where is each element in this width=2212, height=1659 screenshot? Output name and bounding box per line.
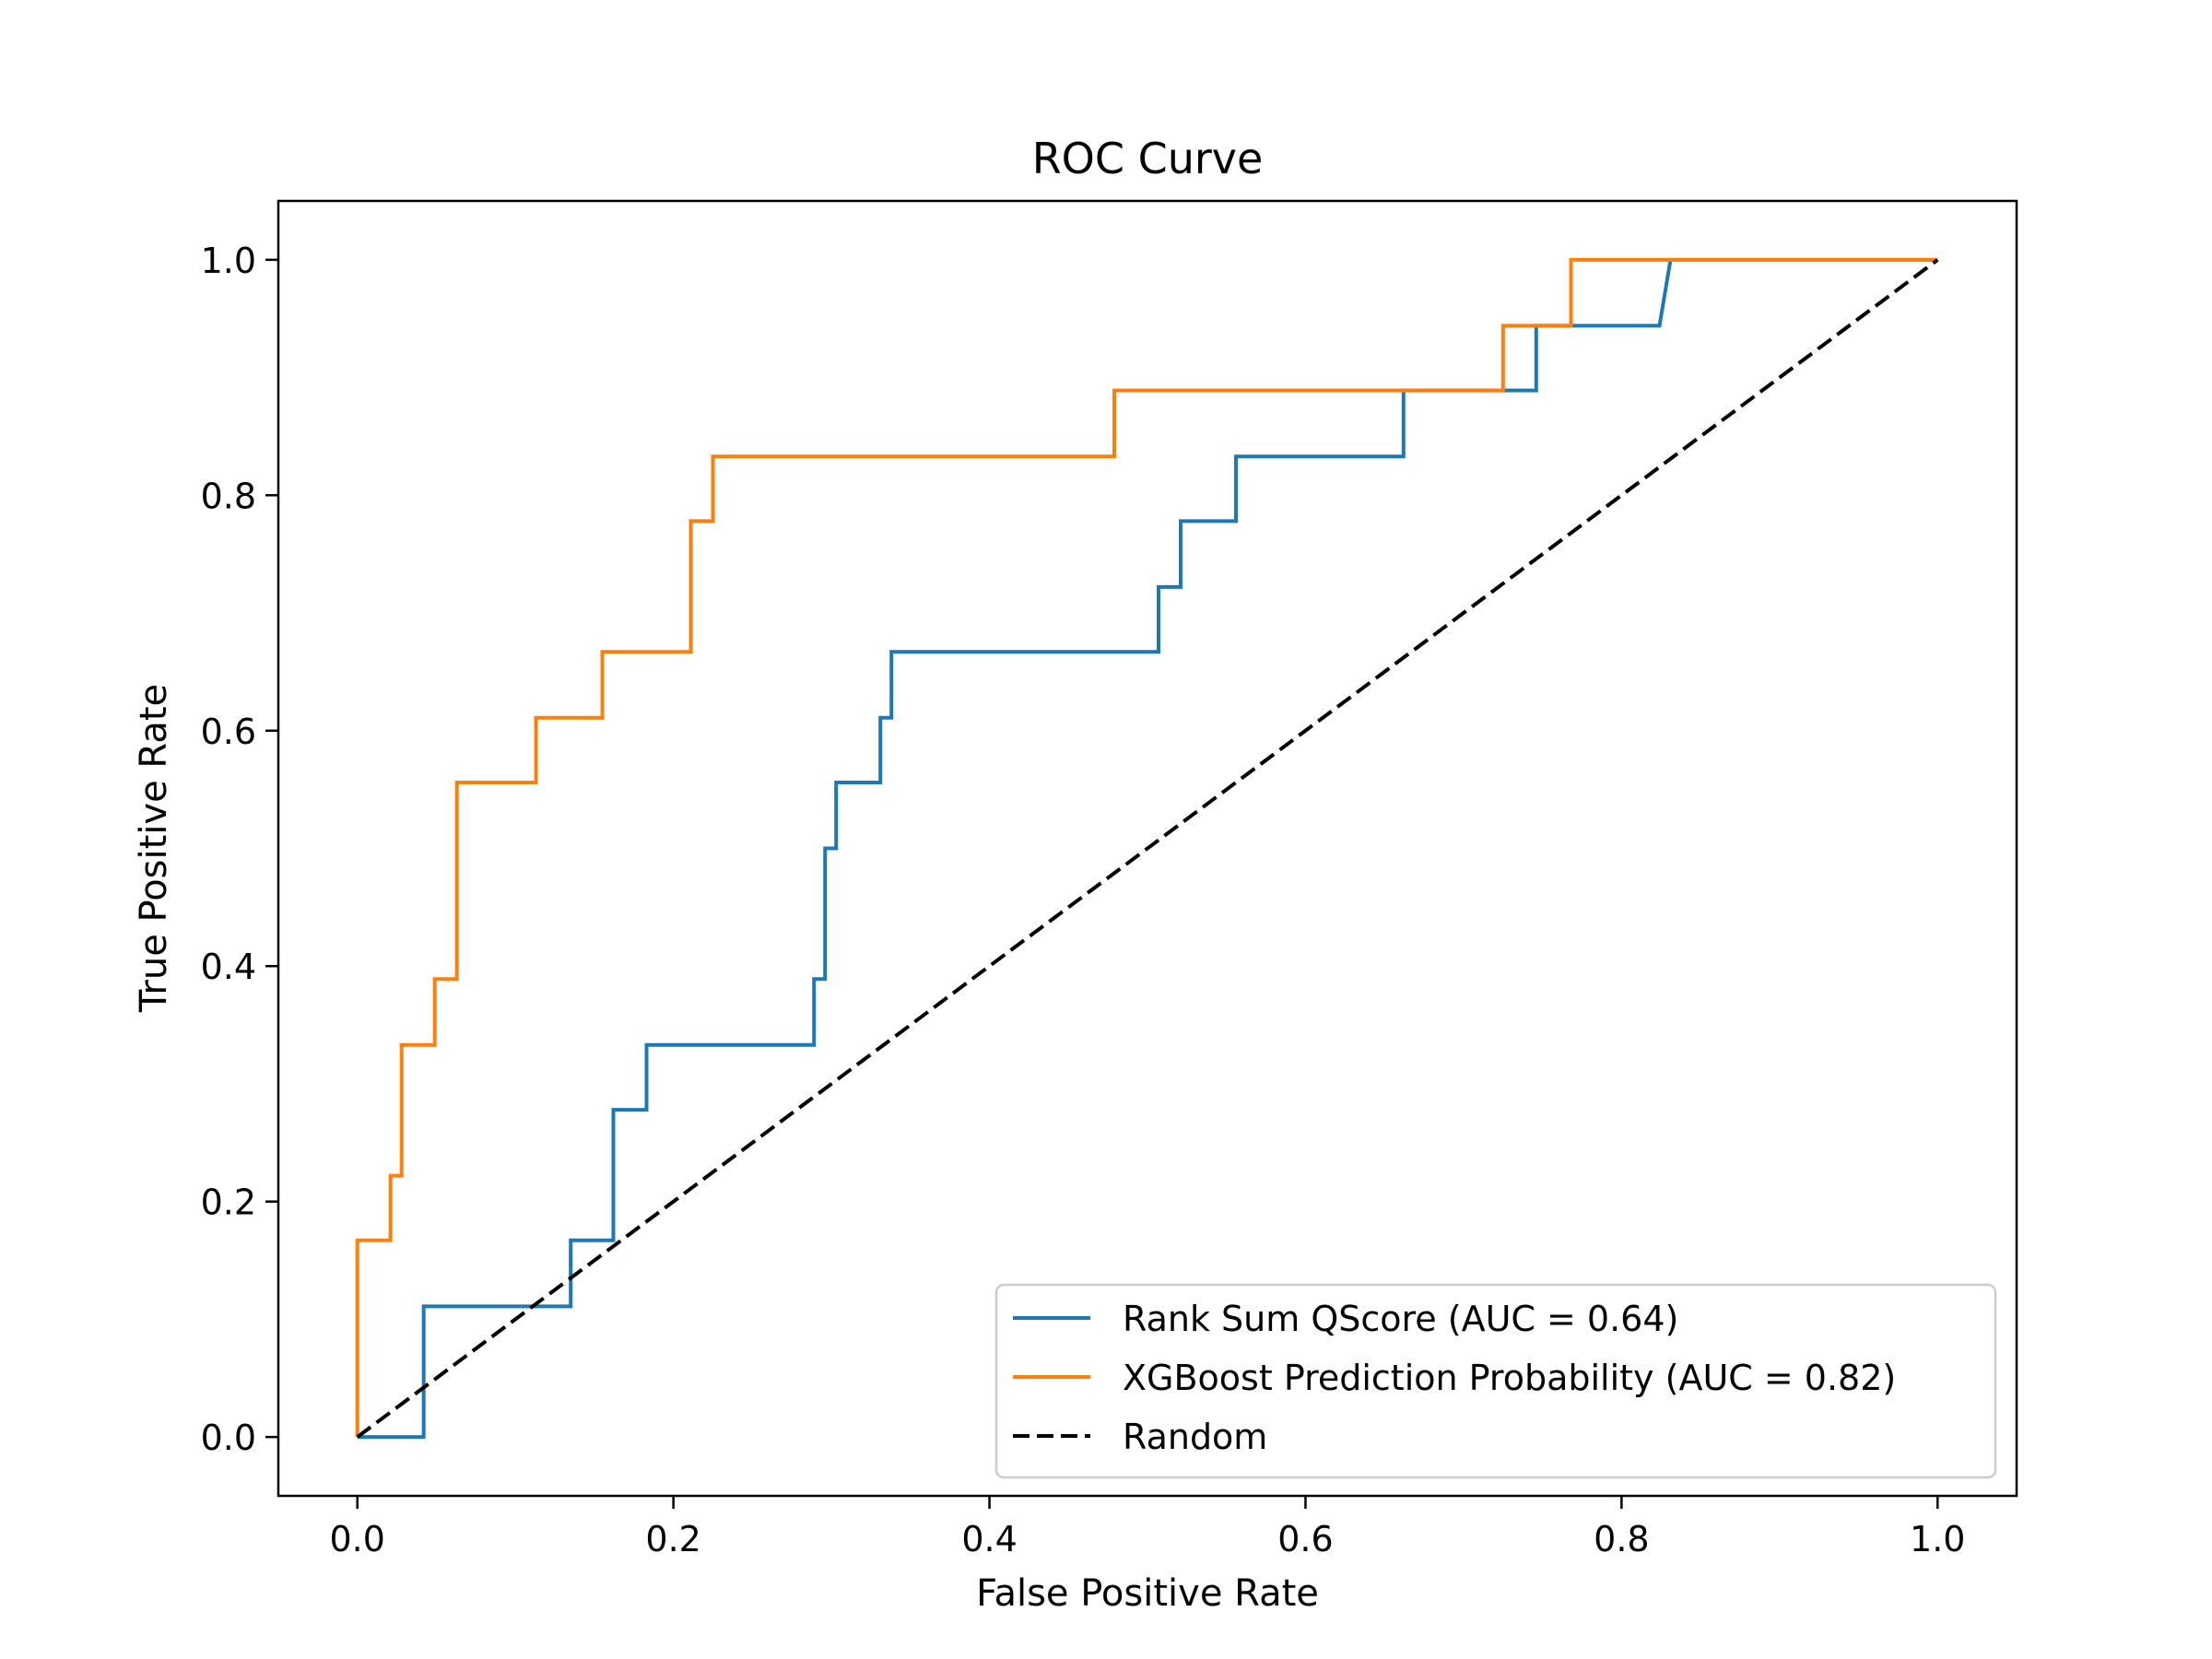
y-tick-label: 0.0 [201,1418,256,1458]
x-tick-label: 0.6 [1277,1519,1333,1559]
y-axis: 0.0 0.2 0.4 0.6 0.8 1.0 [201,241,278,1458]
series-line-3 [356,258,1939,1439]
chart-title: ROC Curve [1032,134,1264,183]
legend-label: XGBoost Prediction Probability (AUC = 0.… [1123,1358,1896,1398]
x-axis-label: False Positive Rate [976,1572,1319,1615]
y-tick-label: 0.6 [201,712,256,752]
x-axis: 0.0 0.2 0.4 0.6 0.8 1.0 [330,1496,1965,1559]
legend-box [994,1283,1997,1479]
x-tick-label: 1.0 [1910,1519,1965,1559]
plot-area [276,199,2018,1498]
legend-label: Random [1123,1417,1267,1457]
series-line-1 [357,257,1938,1440]
y-tick-label: 0.8 [201,476,256,516]
y-axis-label: True Positive Rate [133,684,175,1013]
x-tick-label: 0.4 [961,1519,1017,1559]
x-tick-label: 0.2 [645,1519,700,1559]
series-layer [355,257,1939,1440]
axes-frame [276,199,2018,1498]
legend: Rank Sum QScore (AUC = 0.64) XGBoost Pred… [994,1283,1997,1479]
y-tick-label: 1.0 [201,241,256,281]
legend-label: Rank Sum QScore (AUC = 0.64) [1123,1299,1678,1339]
x-tick-label: 0.8 [1594,1519,1649,1559]
x-tick-label: 0.0 [330,1519,385,1559]
series-line-2 [355,257,1938,1438]
y-tick-label: 0.4 [201,947,256,987]
y-tick-label: 0.2 [201,1182,256,1223]
